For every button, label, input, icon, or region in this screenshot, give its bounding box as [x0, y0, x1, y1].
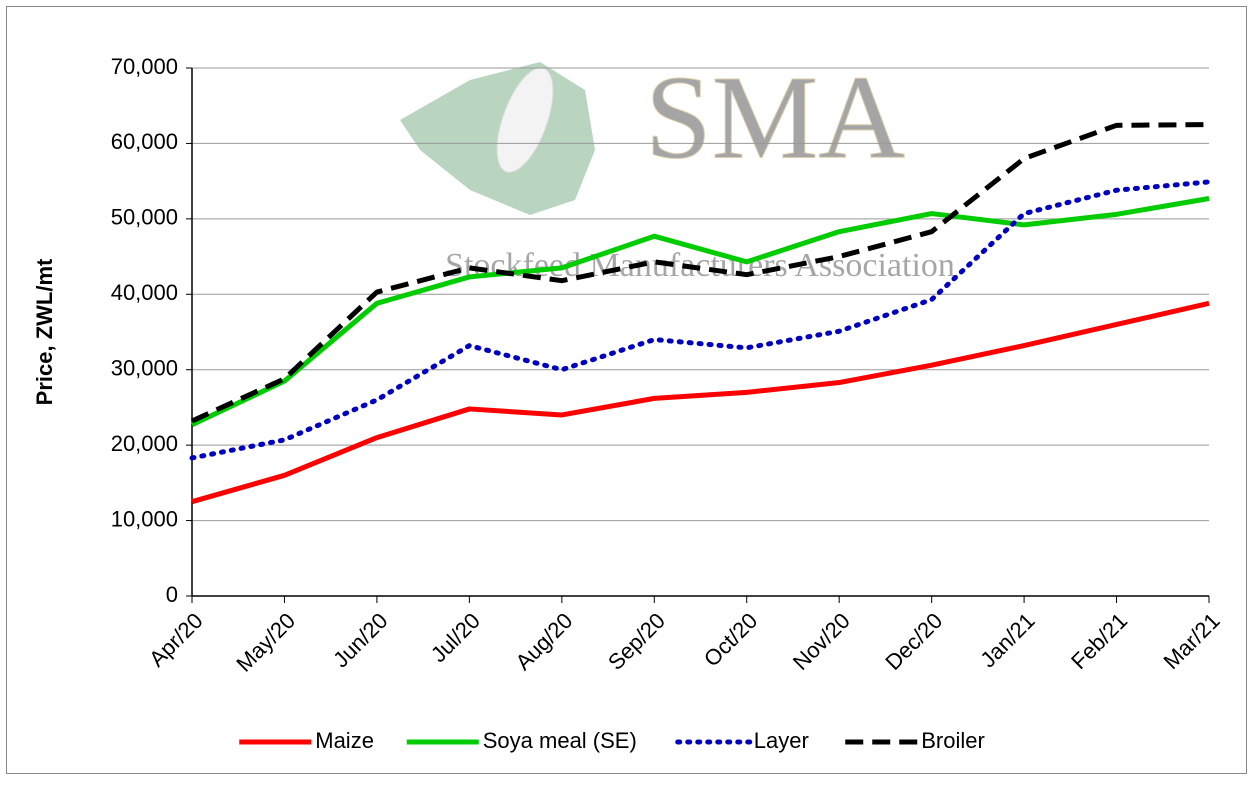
y-tick-label: 10,000 [111, 506, 178, 531]
watermark-logo: SMA [645, 51, 905, 184]
y-tick-label: 60,000 [111, 129, 178, 154]
y-tick-label: 0 [166, 582, 178, 607]
page: {"chart_data": {"type": "line", "y_label… [0, 0, 1255, 787]
y-tick-label: 70,000 [111, 54, 178, 79]
chart: SMA Stockfeed Manufacturers Association … [0, 0, 1255, 782]
legend-label: Broiler [921, 728, 985, 753]
watermark-subtitle: Stockfeed Manufacturers Association [445, 247, 955, 284]
legend-label: Layer [754, 728, 809, 753]
y-tick-label: 40,000 [111, 280, 178, 305]
legend-label: Soya meal (SE) [483, 728, 637, 753]
y-tick-label: 20,000 [111, 431, 178, 456]
y-axis-label: Price, ZWL/mt [32, 258, 57, 405]
y-tick-label: 30,000 [111, 356, 178, 381]
legend-label: Maize [315, 728, 374, 753]
y-tick-label: 50,000 [111, 205, 178, 230]
